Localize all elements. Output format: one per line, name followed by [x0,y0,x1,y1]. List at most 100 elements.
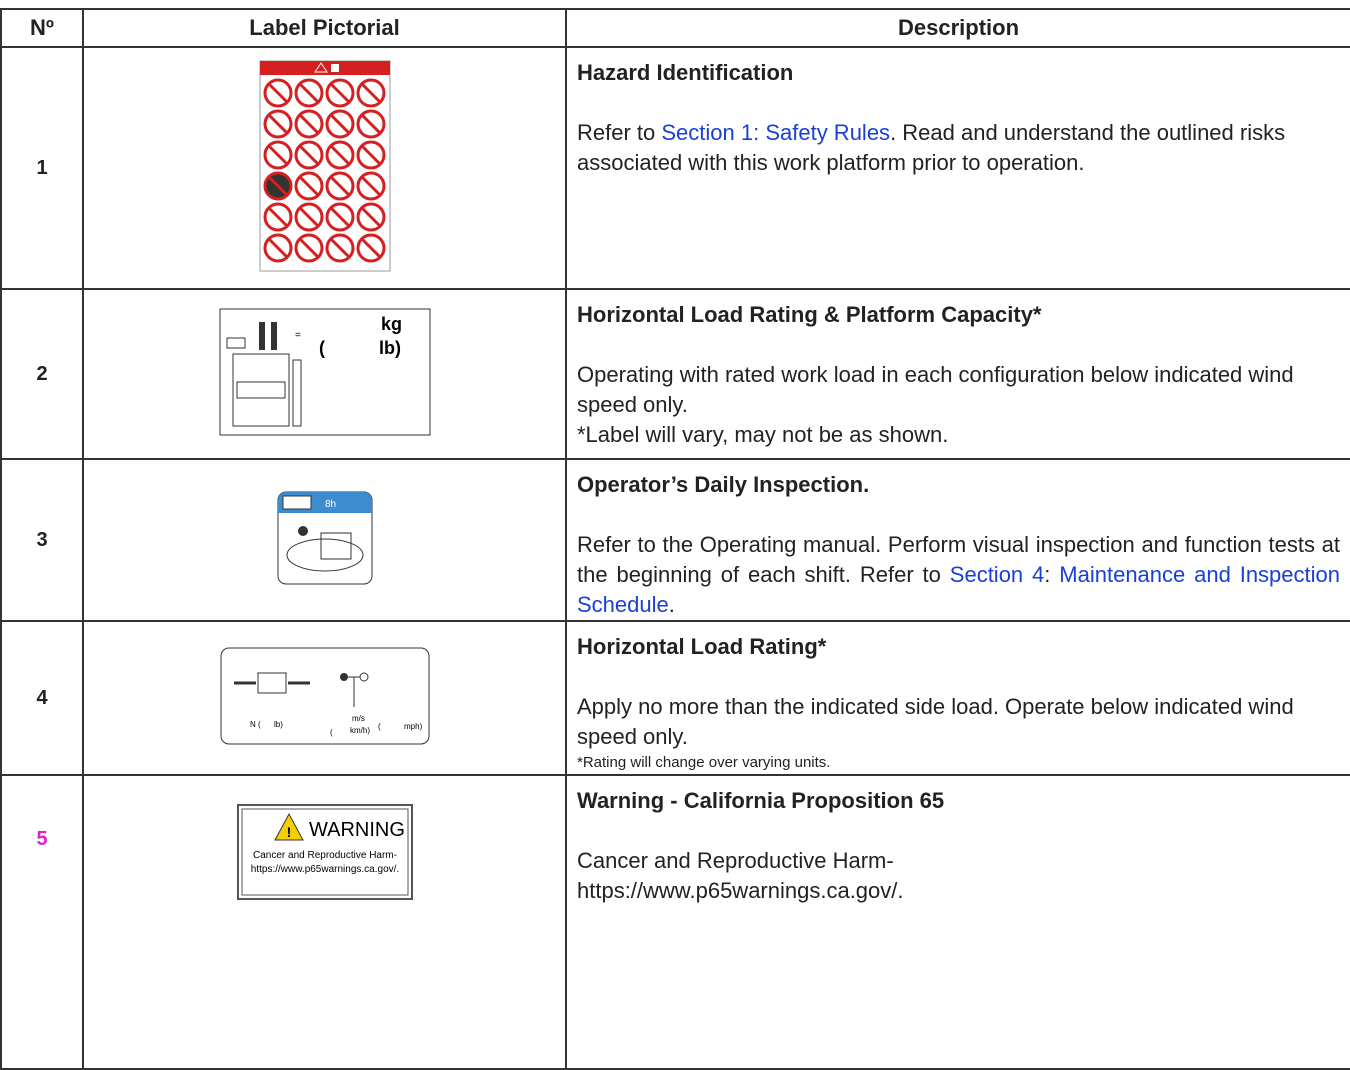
hazard-slash [360,82,381,103]
row-title: Operator’s Daily Inspection. [577,472,870,497]
text: . [668,592,675,617]
row-number: 3 [0,458,84,622]
note: *Rating will change over varying units. [577,754,831,771]
hazard-label [259,60,390,271]
hazard-slash [298,237,319,258]
header-number: Nº [0,8,84,48]
mast-icon [292,359,301,426]
person-icon [297,525,308,536]
link[interactable]: Maintenance and Inspection Schedule [577,562,1340,617]
row: 3 8h Operator’s Daily Inspection. Refer … [0,458,1350,622]
hazard-slash [267,144,288,165]
label-text: lb) [379,338,401,358]
label-header [259,60,390,75]
paragraph: Apply no more than the indicated side lo… [577,694,1294,749]
label-text: lb) [274,720,283,729]
label-text: ( [378,722,381,731]
platform-icon [232,353,289,426]
description: Warning - California Proposition 65 Canc… [565,774,1350,1070]
icons [282,495,311,509]
row: 1 Hazard Identification Refer to Section… [0,46,1350,290]
hazard-slash [329,175,350,196]
hazard-slash [298,113,319,134]
label-text: ( [319,338,325,358]
hazard-slash [267,237,288,258]
header-description: Description [565,8,1350,48]
text: . Read and understand the outlined risks… [577,120,1286,175]
load-box [236,381,285,398]
label-frame [219,308,430,435]
row-title: Warning - California Proposition 65 [577,788,945,813]
page: Nº Label Pictorial Description 1 Hazard … [0,8,1350,1070]
hazard-slash [360,144,381,165]
warning-mark: ! [286,824,291,840]
header-row: Nº Label Pictorial Description [0,8,1350,48]
hazard-slash [360,237,381,258]
description: Operator’s Daily Inspection. Refer to th… [565,458,1350,622]
paragraph: Operating with rated work load in each c… [577,362,1294,417]
hazard-slash [298,82,319,103]
label-text: Cancer and Reproductive Harm- [253,850,397,861]
warning-triangle [273,812,304,841]
row: 4 N ( lb) m/s ( km/h) ( mph) Horizontal … [0,620,1350,776]
row-title: Horizontal Load Rating & Platform Capaci… [577,302,1042,327]
label-table: Nº Label Pictorial Description 1 Hazard … [0,8,1350,1070]
text: : [1044,562,1060,587]
toolbox-icon [226,337,245,348]
pictorial: 8h [82,458,567,622]
label-text: N ( [250,720,261,729]
label-text: WARNING [309,819,405,841]
hazard-slash [360,175,381,196]
hazard-slash [360,113,381,134]
label-text: mph) [404,722,423,731]
row-number: 4 [0,620,84,776]
hazard-slash [267,82,288,103]
person-icon [270,321,277,350]
link[interactable]: Section 4 [949,562,1045,587]
pictorial: ! WARNING Cancer and Reproductive Harm- … [82,774,567,1070]
text: Refer to the Operating manual. Perform v… [577,532,1340,587]
hazard-slash [360,206,381,227]
label-text: km/h) [350,726,370,735]
pictorial: N ( lb) m/s ( km/h) ( mph) [82,620,567,776]
text: Refer to [577,120,662,145]
capacity-label: = kg ( lb) [219,308,430,435]
paragraph: https://www.p65warnings.ca.gov/. [577,878,904,903]
prop65-label: ! WARNING Cancer and Reproductive Harm- … [236,804,413,900]
hazard-slash [267,206,288,227]
row-title: Hazard Identification [577,60,794,85]
hazard-slash [298,175,319,196]
row-number: 2 [0,288,84,460]
label-text: = [295,330,301,341]
hazard-slash [329,206,350,227]
paragraph: Cancer and Reproductive Harm- [577,848,894,873]
inspection-label: 8h [277,491,372,584]
paragraph: Refer to Section 1: Safety Rules. Read a… [577,118,1340,178]
wind-pole [347,676,360,707]
row: 5 ! WARNING Cancer and Reproductive Harm… [0,774,1350,1070]
hazard-slash [329,144,350,165]
side-load-label: N ( lb) m/s ( km/h) ( mph) [220,647,429,744]
description: Horizontal Load Rating & Platform Capaci… [565,288,1350,460]
row-number: 5 [0,774,84,1070]
person-icon [258,321,265,350]
warning-icon [313,61,328,72]
pictorial [82,46,567,290]
hazard-slash [267,113,288,134]
paragraph: Refer to the Operating manual. Perform v… [577,530,1340,620]
wind-icon [339,672,348,681]
manual-icon [330,63,339,72]
row-number: 1 [0,46,84,290]
header-pictorial: Label Pictorial [82,8,567,48]
paragraph: *Label will vary, may not be as shown. [577,422,949,447]
label-text: ( [330,728,333,737]
link[interactable]: Section 1: Safety Rules [661,120,891,145]
label-frame [220,647,429,744]
label-text: https://www.p65warnings.ca.gov/. [250,864,398,875]
hazard-slash [329,82,350,103]
row: 2 = kg ( lb) Horizontal Load Rating & Pl… [0,288,1350,460]
hazard-slash [267,175,288,196]
pictorial: = kg ( lb) [82,288,567,460]
description: Hazard Identification Refer to Section 1… [565,46,1350,290]
description: Horizontal Load Rating* Apply no more th… [565,620,1350,776]
